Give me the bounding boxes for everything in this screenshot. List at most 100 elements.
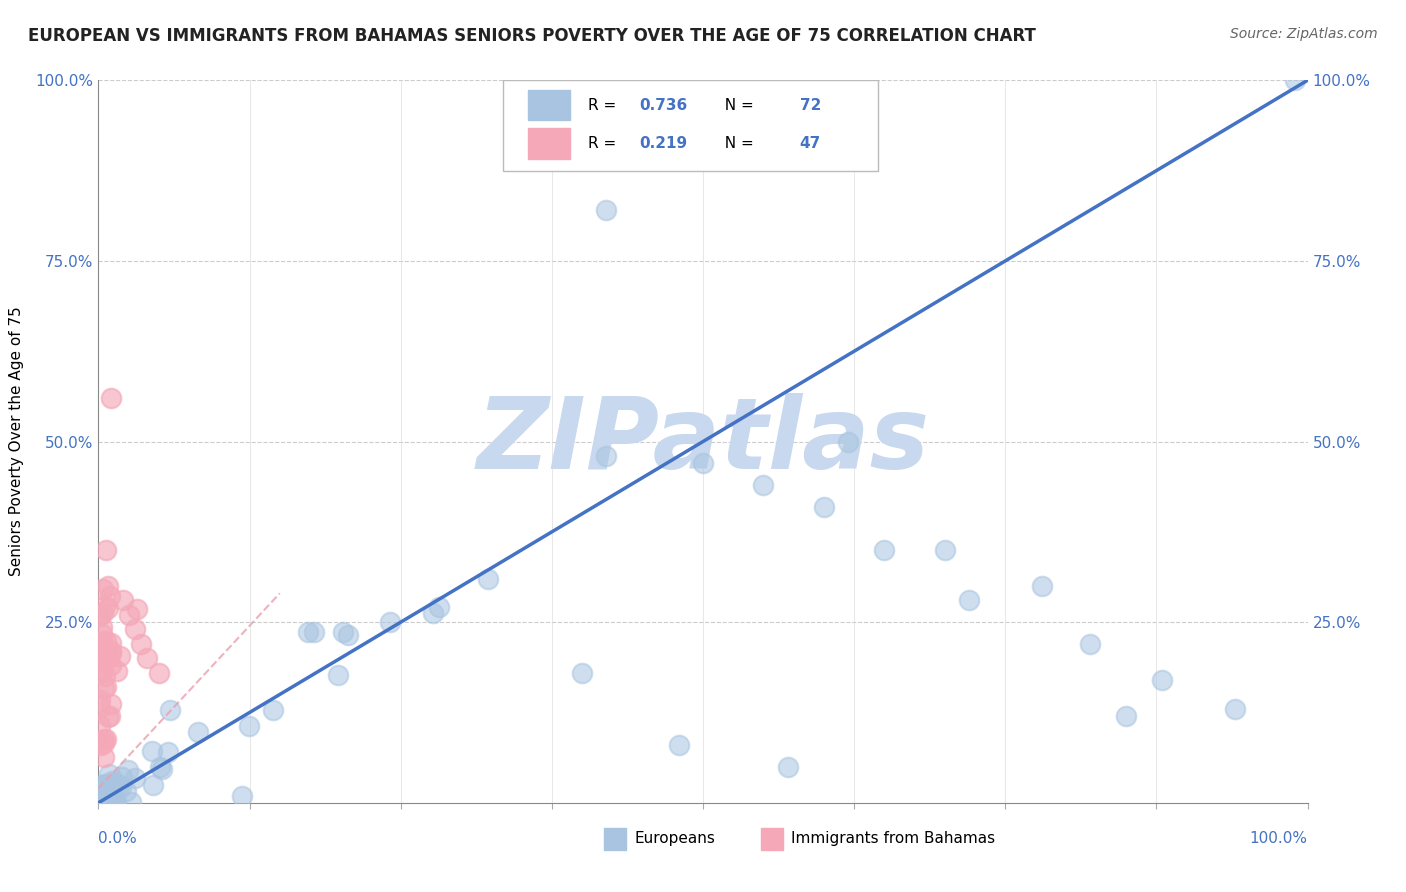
- Text: Source: ZipAtlas.com: Source: ZipAtlas.com: [1230, 27, 1378, 41]
- Point: [89, 693, 111, 707]
- Point: [111, 593, 134, 607]
- Point: [98, 709, 121, 723]
- Point: [873, 542, 896, 557]
- Point: [90, 785, 112, 799]
- Point: [124, 623, 146, 637]
- Point: [96, 791, 118, 805]
- Point: [94, 634, 117, 648]
- Point: [96, 732, 118, 747]
- Point: [326, 668, 349, 682]
- Point: [302, 625, 325, 640]
- Point: [91, 662, 114, 676]
- Point: [98, 589, 121, 603]
- Point: [91, 582, 114, 596]
- Point: [934, 542, 956, 557]
- Point: [91, 648, 114, 662]
- Text: N =: N =: [716, 136, 759, 151]
- Point: [1031, 579, 1053, 593]
- Point: [94, 787, 117, 801]
- Point: [125, 602, 148, 616]
- Point: [117, 764, 139, 778]
- Point: [1152, 673, 1174, 687]
- Point: [104, 795, 127, 809]
- Point: [115, 783, 138, 797]
- Point: [100, 698, 122, 712]
- Point: [157, 745, 180, 759]
- Point: [262, 703, 284, 717]
- Point: [101, 795, 124, 809]
- Point: [100, 657, 122, 672]
- Text: EUROPEAN VS IMMIGRANTS FROM BAHAMAS SENIORS POVERTY OVER THE AGE OF 75 CORRELATI: EUROPEAN VS IMMIGRANTS FROM BAHAMAS SENI…: [28, 27, 1036, 45]
- Point: [104, 795, 127, 809]
- Point: [813, 500, 835, 514]
- Point: [90, 791, 112, 805]
- Point: [105, 664, 128, 678]
- Point: [93, 731, 115, 746]
- Point: [89, 699, 111, 714]
- Point: [692, 456, 714, 470]
- Point: [297, 624, 319, 639]
- Bar: [761, 828, 783, 850]
- Point: [129, 637, 152, 651]
- Point: [108, 778, 131, 792]
- Point: [89, 795, 111, 809]
- Point: [91, 607, 114, 621]
- Point: [90, 795, 112, 809]
- Point: [1115, 709, 1137, 723]
- Point: [159, 703, 181, 717]
- Point: [93, 795, 115, 809]
- Point: [89, 795, 111, 809]
- Point: [104, 775, 127, 789]
- Y-axis label: Seniors Poverty Over the Age of 75: Seniors Poverty Over the Age of 75: [10, 307, 24, 576]
- Point: [332, 625, 354, 640]
- Point: [477, 572, 499, 586]
- Point: [100, 646, 122, 660]
- Point: [91, 795, 114, 809]
- Point: [98, 795, 121, 809]
- Point: [1078, 637, 1101, 651]
- Point: [104, 795, 127, 809]
- Point: [90, 620, 112, 634]
- Point: [91, 627, 114, 641]
- Point: [111, 770, 134, 784]
- Point: [93, 643, 115, 657]
- Point: [104, 793, 127, 807]
- Point: [89, 719, 111, 733]
- Point: [96, 777, 118, 791]
- Text: 72: 72: [800, 98, 821, 112]
- Point: [427, 600, 450, 615]
- Point: [776, 760, 799, 774]
- Point: [100, 644, 122, 658]
- Point: [94, 680, 117, 694]
- Point: [124, 771, 146, 785]
- Point: [378, 615, 401, 630]
- Point: [97, 710, 120, 724]
- Point: [91, 635, 114, 649]
- Point: [89, 609, 111, 624]
- Text: ZIPatlas: ZIPatlas: [477, 393, 929, 490]
- Point: [94, 542, 117, 557]
- Point: [595, 203, 617, 218]
- Point: [93, 681, 115, 695]
- Point: [100, 636, 122, 650]
- Point: [97, 579, 120, 593]
- Point: [110, 780, 132, 794]
- Point: [93, 777, 115, 791]
- Point: [837, 434, 859, 449]
- Text: 0.736: 0.736: [638, 98, 688, 112]
- Point: [93, 653, 115, 667]
- Point: [668, 738, 690, 752]
- Bar: [603, 828, 626, 850]
- Text: Immigrants from Bahamas: Immigrants from Bahamas: [792, 831, 995, 847]
- Point: [142, 779, 165, 793]
- Point: [94, 668, 117, 682]
- Point: [96, 650, 118, 665]
- Point: [89, 795, 111, 809]
- Point: [91, 795, 114, 809]
- Point: [422, 607, 444, 621]
- Point: [337, 628, 360, 642]
- Point: [238, 719, 260, 733]
- Text: 47: 47: [800, 136, 821, 151]
- Point: [97, 785, 120, 799]
- Point: [231, 789, 253, 803]
